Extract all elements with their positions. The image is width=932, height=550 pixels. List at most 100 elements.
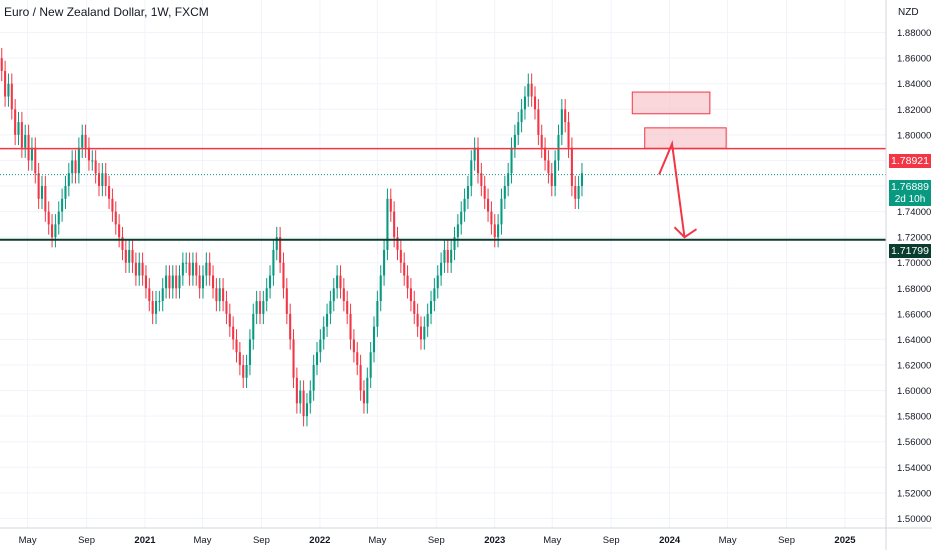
candle-body (336, 275, 339, 289)
candle-body (520, 109, 523, 123)
candle-body (201, 275, 205, 289)
y-tick-label: 1.62000 (897, 360, 931, 371)
candle-body (44, 186, 47, 212)
candle-body (567, 122, 570, 148)
y-tick-label: 1.60000 (897, 386, 931, 397)
candle-body (292, 339, 295, 378)
bar-timer-tag: 2d 10h (889, 194, 931, 206)
candle-body (279, 237, 282, 263)
x-tick-label: May (368, 535, 386, 546)
candle-body (456, 224, 459, 238)
candle-body (64, 186, 67, 199)
candle-body (554, 160, 557, 187)
y-tick-label: 1.50000 (897, 514, 931, 525)
candle-body (389, 198, 392, 212)
candle-body (523, 96, 526, 110)
grid (0, 0, 886, 528)
candle-body (87, 147, 90, 161)
candle-body (124, 249, 127, 263)
candle-body (131, 249, 134, 263)
candle-body (487, 198, 490, 212)
x-tick-label: May (19, 535, 37, 546)
candle-body (510, 147, 513, 174)
candle-body (376, 301, 379, 327)
candle-body (198, 275, 201, 289)
candle-body (295, 377, 298, 404)
supply-zone (631, 91, 711, 115)
candle-body (211, 275, 215, 289)
candle-body (332, 288, 335, 302)
candle-body (248, 339, 251, 365)
candle-body (356, 352, 359, 365)
candle-body (30, 147, 33, 161)
candle-body (118, 224, 121, 238)
candle-body (289, 313, 292, 340)
candle-body (181, 262, 184, 276)
candle-body (255, 301, 258, 314)
candle-body (339, 275, 342, 289)
candle-body (326, 313, 329, 327)
y-tick-label: 1.54000 (897, 463, 931, 474)
projection-path (658, 140, 686, 238)
candle-body (379, 275, 382, 302)
candle-body (386, 198, 389, 250)
candle-body (222, 288, 225, 302)
candle-body (7, 83, 10, 97)
candle-body (349, 313, 352, 340)
candle-body (282, 262, 285, 289)
candle-body (134, 262, 137, 276)
candle-body (440, 262, 443, 276)
candle-body (158, 301, 161, 303)
y-tick-label: 1.72000 (897, 233, 931, 244)
candle-body (396, 237, 399, 250)
x-tick-label: Sep (78, 535, 95, 546)
candle-body (138, 262, 141, 276)
candle-body (470, 160, 473, 187)
candle-body (111, 198, 114, 212)
candle-body (121, 237, 124, 250)
y-tick-label: 1.58000 (897, 412, 931, 423)
resistance-price-tag: 1.78921 (889, 154, 931, 168)
candle-body (84, 134, 87, 148)
candle-body (77, 147, 80, 174)
y-tick-label: 1.56000 (897, 437, 931, 448)
x-tick-label: Sep (603, 535, 620, 546)
candle-body (564, 109, 567, 123)
candle-body (54, 224, 57, 238)
candle-body (71, 160, 74, 174)
candle-body (483, 186, 486, 199)
candle-body (577, 186, 580, 199)
candle-body (165, 275, 168, 289)
candle-body (329, 301, 332, 314)
candles (0, 47, 584, 427)
candle-body (151, 301, 154, 314)
candle-body (245, 364, 248, 378)
candle-body (302, 390, 305, 417)
candle-body (580, 173, 584, 187)
candle-body (175, 275, 178, 289)
candle-body (17, 122, 20, 135)
candle-body (262, 301, 265, 314)
candle-body (20, 122, 23, 148)
y-tick-label: 1.74000 (897, 207, 931, 218)
candle-body (14, 109, 17, 135)
candle-body (530, 83, 533, 97)
x-tick-label: Sep (428, 535, 445, 546)
candle-body (507, 173, 510, 187)
x-tick-label: 2022 (309, 535, 330, 546)
candle-body (178, 275, 181, 289)
candle-body (258, 301, 262, 314)
candle-body (416, 313, 419, 327)
candle-body (544, 147, 547, 161)
candle-body (446, 249, 449, 263)
candle-body (480, 173, 483, 187)
candle-body (406, 275, 409, 289)
candle-body (128, 249, 131, 263)
x-tick-label: Sep (253, 535, 270, 546)
candle-body (312, 364, 315, 391)
candle-body (362, 390, 365, 404)
candle-body (533, 96, 537, 110)
candle-body (74, 160, 77, 174)
candle-body (513, 134, 516, 148)
